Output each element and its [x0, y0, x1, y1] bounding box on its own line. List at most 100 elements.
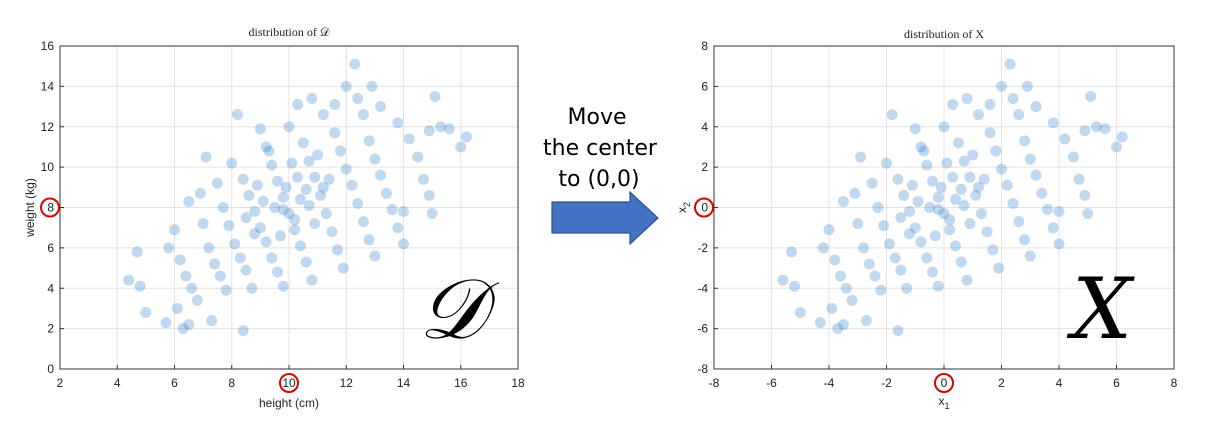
data-point	[892, 325, 904, 337]
data-point	[340, 163, 352, 175]
data-point	[312, 149, 324, 161]
data-point	[254, 222, 266, 234]
y-tick-label: -2	[697, 241, 708, 255]
data-point	[194, 187, 206, 199]
data-point	[829, 254, 841, 266]
data-point	[209, 258, 221, 270]
data-point	[131, 246, 143, 258]
data-point	[967, 149, 979, 161]
data-point	[326, 226, 338, 238]
data-point	[292, 99, 304, 111]
xlabel-base: x	[938, 394, 944, 408]
data-point	[332, 244, 344, 256]
data-point	[849, 187, 861, 199]
data-point	[357, 109, 369, 121]
data-point	[915, 141, 927, 153]
data-point	[392, 222, 404, 234]
data-point	[260, 236, 272, 248]
y-tick-label: 4	[47, 281, 54, 295]
x-tick-label: 4	[1056, 376, 1063, 390]
xlabel-sub: 1	[944, 401, 949, 411]
data-point	[423, 189, 435, 201]
data-point	[286, 157, 298, 169]
chart-d-points	[123, 58, 472, 337]
data-point	[297, 137, 309, 149]
data-point	[1047, 117, 1059, 129]
data-point	[320, 208, 332, 220]
data-point	[1079, 189, 1091, 201]
data-point	[826, 302, 838, 314]
data-point	[369, 250, 381, 262]
data-point	[186, 282, 198, 294]
data-point	[183, 319, 195, 331]
data-point	[1073, 173, 1085, 185]
data-point	[950, 193, 961, 205]
y-tick-label: 0	[47, 362, 54, 376]
data-point	[835, 270, 846, 282]
arrow-text-line-2: the center	[543, 136, 658, 161]
data-point	[234, 252, 246, 264]
data-point	[303, 199, 315, 211]
data-point	[254, 123, 266, 135]
data-point	[169, 224, 180, 236]
data-point	[191, 294, 203, 306]
data-point	[277, 280, 289, 292]
data-point	[970, 189, 982, 201]
data-point	[306, 274, 318, 286]
data-point	[260, 141, 272, 153]
data-point	[869, 270, 881, 282]
chart-d-xlabel: height (cm)	[259, 396, 319, 410]
data-point	[257, 195, 269, 207]
data-point	[855, 151, 867, 163]
data-point	[1067, 151, 1079, 163]
data-point	[938, 208, 950, 220]
data-point	[217, 202, 229, 213]
data-point	[300, 256, 312, 268]
data-point	[993, 262, 1005, 274]
y-center-tick-highlight	[40, 197, 60, 218]
y-center-tick-highlight	[694, 197, 714, 218]
data-point	[274, 230, 286, 242]
y-tick-label: 4	[701, 120, 708, 134]
data-point	[174, 254, 186, 266]
data-point	[163, 242, 175, 254]
x-tick-label: 18	[511, 376, 525, 390]
data-point	[1013, 216, 1025, 228]
data-point	[909, 222, 921, 234]
data-point	[901, 282, 913, 294]
data-point	[357, 216, 369, 228]
y-tick-label: 6	[47, 241, 54, 255]
data-point	[272, 175, 284, 187]
data-point	[1013, 109, 1025, 121]
data-point	[412, 151, 424, 163]
chart-x-ticks: -8 -6 -4 -2 0 2 4 6 8 -8 -6 -4 -2 0 2 4 6 8	[697, 39, 1177, 390]
data-point	[366, 80, 378, 92]
y-tick-label: 0	[701, 201, 708, 215]
data-point	[237, 173, 249, 185]
y-tick-label: 6	[701, 79, 708, 93]
data-point	[978, 173, 990, 185]
y-tick-label: 2	[701, 160, 708, 174]
data-point	[226, 157, 238, 169]
data-point	[435, 121, 447, 133]
data-point	[927, 266, 938, 278]
data-point	[932, 280, 944, 292]
data-point	[955, 183, 967, 195]
y-tick-label: 16	[41, 39, 55, 53]
data-point	[958, 155, 970, 167]
y-tick-label: 12	[41, 120, 55, 134]
data-point	[237, 325, 249, 337]
data-point	[375, 169, 387, 181]
chart-d-ylabel: weight (kg)	[23, 178, 37, 238]
data-point	[294, 240, 306, 252]
x-tick-label: 16	[454, 376, 468, 390]
y-tick-label: 8	[701, 39, 708, 53]
x-tick-label: -6	[766, 376, 777, 390]
data-point	[349, 58, 361, 70]
data-point	[306, 92, 318, 104]
data-point	[952, 137, 964, 149]
data-point	[443, 123, 455, 135]
data-point	[921, 159, 933, 171]
data-point	[309, 218, 321, 230]
